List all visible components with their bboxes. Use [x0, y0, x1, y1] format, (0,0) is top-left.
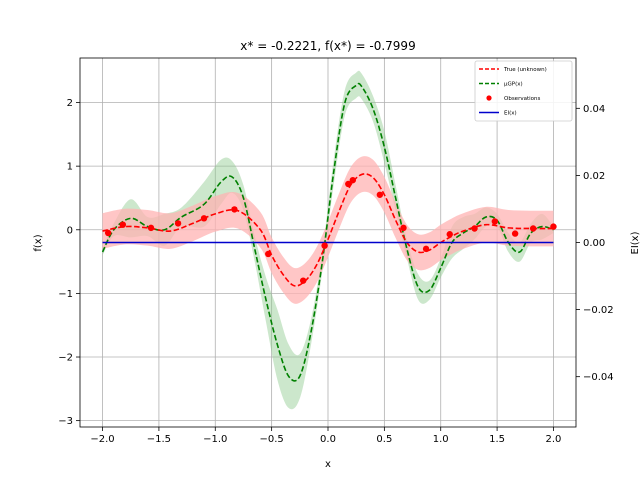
legend-label: EI(x) — [504, 111, 517, 117]
y-right-tick-label: −0.02 — [583, 305, 614, 316]
observation-point — [174, 220, 182, 227]
observation-point — [321, 242, 328, 249]
y-tick-label: 1 — [67, 162, 73, 173]
x-tick-label: −1.5 — [147, 434, 171, 445]
observation-point — [511, 230, 519, 237]
observation-point — [231, 206, 238, 213]
y-tick-label: −1 — [58, 289, 73, 300]
y-right-tick-label: 0.02 — [583, 171, 605, 182]
observation-point — [119, 221, 127, 228]
legend-label: Observations — [504, 96, 540, 102]
x-tick-label: 2.0 — [546, 434, 562, 445]
series-lines — [101, 82, 554, 382]
observation-point — [550, 223, 557, 230]
observation-point — [300, 277, 307, 284]
y-axis-label: f(x) — [33, 234, 44, 251]
y-axis-right: −0.04 −0.02 0.00 0.02 0.04 — [576, 104, 614, 383]
observation-point — [265, 250, 272, 258]
observation-point — [422, 245, 430, 253]
legend-box — [474, 60, 573, 122]
y-right-tick-label: 0.00 — [583, 238, 605, 249]
x-axis: −2.0 −1.5 −1.0 −0.5 0.0 0.5 1.0 1.5 2.0 — [90, 427, 561, 445]
true-function-line — [102, 173, 554, 287]
legend-marker-observations — [486, 95, 492, 101]
x-tick-label: −1.0 — [203, 434, 227, 445]
y-tick-label: −3 — [58, 416, 73, 427]
chart-title: x* = -0.2221, f(x*) = -0.7999 — [240, 39, 415, 53]
y-tick-label: 2 — [67, 98, 73, 109]
observation-point — [529, 225, 537, 232]
confidence-bands — [102, 70, 554, 410]
legend: True (unknown) μGP(x) Observations EI(x) — [474, 60, 573, 122]
true-confidence-band — [102, 156, 554, 304]
x-axis-label: x — [325, 459, 331, 470]
gp-mean-line — [101, 82, 554, 382]
observation-point — [104, 229, 112, 237]
y-right-tick-label: 0.04 — [583, 104, 605, 115]
x-tick-label: 1.5 — [489, 434, 505, 445]
observation-point — [147, 224, 155, 232]
x-tick-label: −0.5 — [259, 434, 283, 445]
observation-point — [200, 215, 208, 222]
observation-point — [471, 225, 478, 232]
observation-point — [491, 218, 499, 225]
observation-points — [104, 176, 557, 284]
y-tick-label: −2 — [58, 353, 73, 364]
y-axis-right-label: EI(x) — [630, 231, 640, 254]
observation-point — [349, 176, 356, 184]
x-tick-label: −2.0 — [90, 434, 114, 445]
observation-point — [400, 224, 407, 232]
x-tick-label: 0.0 — [320, 434, 336, 445]
y-right-tick-label: −0.04 — [583, 372, 614, 383]
observation-point — [446, 231, 453, 238]
x-tick-label: 1.0 — [433, 434, 449, 445]
x-tick-label: 0.5 — [376, 434, 392, 445]
observation-point — [376, 191, 384, 198]
y-axis-left: −3 −2 −1 0 1 2 — [58, 98, 80, 427]
observation-point — [345, 180, 352, 188]
y-tick-label: 0 — [67, 225, 73, 236]
legend-label: True (unknown) — [503, 67, 547, 73]
legend-label: μGP(x) — [504, 82, 523, 88]
